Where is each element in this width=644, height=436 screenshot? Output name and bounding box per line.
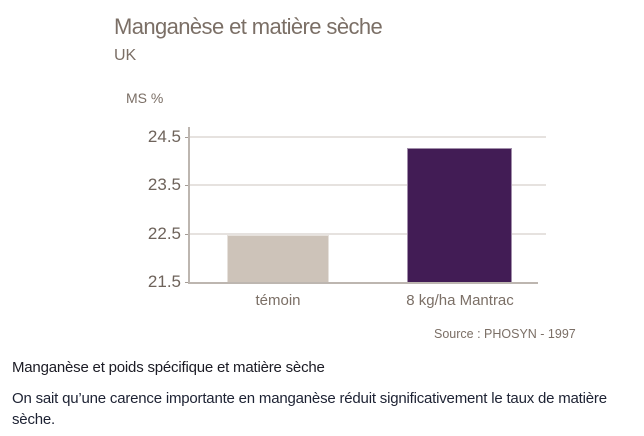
bar-temoin xyxy=(227,235,329,283)
section-paragraph: On sait qu’une carence importante en man… xyxy=(12,390,607,428)
chart-subtitle: UK xyxy=(114,47,137,64)
y-tick xyxy=(185,234,190,235)
y-axis xyxy=(188,127,190,284)
section-heading: Manganèse et poids spécifique et matière… xyxy=(12,359,325,376)
x-category-label: 8 kg/ha Mantrac xyxy=(406,292,514,309)
y-tick-label: 23.5 xyxy=(147,175,181,194)
bar-mantrac xyxy=(407,148,512,283)
chart-source: Source : PHOSYN - 1997 xyxy=(434,327,576,341)
y-tick-label: 22.5 xyxy=(147,224,181,243)
y-tick-label: 24.5 xyxy=(147,127,181,146)
y-tick-label: 21.5 xyxy=(147,272,181,291)
gridline-22-5 xyxy=(190,233,546,235)
y-tick xyxy=(185,137,190,138)
y-tick xyxy=(185,185,190,186)
y-axis-label: MS % xyxy=(126,90,164,106)
x-category-label: témoin xyxy=(255,292,301,309)
gridline-24-5 xyxy=(190,136,546,138)
gridline-23-5 xyxy=(190,184,546,186)
x-axis xyxy=(188,282,538,284)
chart-title: Manganèse et matière sèche xyxy=(114,14,383,39)
y-tick xyxy=(185,282,190,283)
